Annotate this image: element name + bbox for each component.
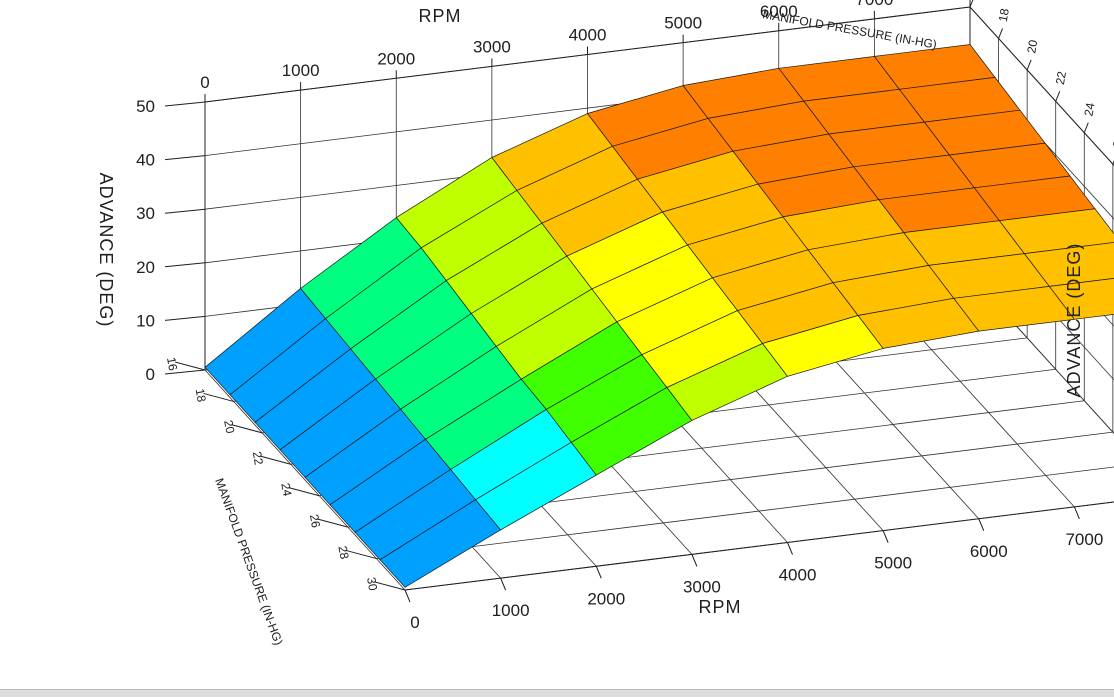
left-mp-tick (174, 361, 206, 371)
left-mp-tick (260, 455, 291, 465)
top-rpm-tick-label: 5000 (664, 14, 702, 33)
left-z-tick (164, 101, 206, 107)
top-mp-tick-label: 20 (1024, 38, 1040, 54)
bottom-rpm-tick-label: 7000 (1065, 530, 1103, 549)
left-mp-tick (203, 392, 234, 402)
top-mp-tick-label: 24 (1081, 101, 1097, 117)
top-rpm-tick-label: 2000 (377, 49, 415, 68)
left-mp-tick-label: 18 (193, 388, 209, 404)
bottom-rpm-tick-label: 6000 (970, 542, 1008, 561)
top-rpm-tick-label: 6000 (760, 2, 798, 21)
left-mp-tick (232, 424, 263, 434)
top-mp-tick-label: 18 (996, 7, 1012, 23)
bottom-rpm-tick (882, 530, 889, 543)
bottom-rpm-tick (595, 566, 602, 579)
surface-cell (1048, 278, 1114, 320)
left-z-tick (164, 369, 206, 375)
left-z-tick (164, 315, 206, 321)
top-rpm-axis-title: RPM (419, 6, 462, 26)
bottom-rpm-axis-title: RPM (699, 597, 742, 617)
left-z-tick-label: 40 (136, 151, 155, 170)
box-edge-top-right (969, 6, 1114, 167)
left-mp-tick-label: 16 (164, 356, 180, 372)
bottom-rpm-tick (404, 589, 411, 603)
bottom-rpm-tick-label: 3000 (683, 577, 721, 596)
bottom-rule (0, 689, 1114, 697)
top-rpm-tick-label: 3000 (473, 37, 511, 56)
top-rpm-tick-label: 1000 (282, 61, 320, 80)
top-mp-tick (969, 0, 974, 8)
left-mp-tick-label: 26 (307, 513, 323, 529)
left-mp-tick-label: 24 (278, 482, 294, 498)
floor-grid-mp-line (376, 466, 1114, 559)
top-rpm-tick-label: 7000 (855, 0, 893, 9)
top-mp-tick-label: 26 (1110, 133, 1114, 149)
left-mp-tick-label: 28 (335, 545, 351, 561)
bottom-rpm-tick (691, 554, 698, 567)
bottom-rpm-tick-label: 4000 (779, 566, 817, 585)
right-advance-axis-title: ADVANCE (DEG) (1064, 243, 1084, 398)
left-mp-tick-label: 30 (364, 576, 380, 592)
left-z-tick-label: 20 (136, 258, 155, 277)
floor-grid-rpm-line (204, 369, 406, 591)
bottom-rpm-tick-label: 2000 (587, 589, 625, 608)
top-mp-tick (1055, 91, 1061, 102)
left-mp-tick-label: 22 (250, 450, 266, 466)
left-z-tick (164, 155, 206, 161)
bottom-rpm-tick (787, 542, 793, 555)
left-mp-tick-label: 20 (221, 419, 237, 435)
left-z-tick-label: 0 (146, 365, 155, 384)
left-advance-axis-title: ADVANCE (DEG) (96, 173, 116, 328)
surface-cell (1023, 242, 1114, 287)
bottom-rpm-tick (978, 518, 985, 531)
left-z-tick (164, 208, 206, 214)
top-mp-tick (998, 28, 1004, 39)
surface-cell (998, 208, 1114, 254)
top-mp-tick (1083, 122, 1089, 133)
left-mp-tick (374, 581, 406, 591)
left-mp-tick (317, 518, 348, 528)
left-z-tick-label: 50 (136, 97, 155, 116)
top-rpm-tick-label: 0 (200, 73, 209, 92)
left-z-tick-label: 30 (136, 204, 155, 223)
left-z-tick (164, 262, 206, 268)
top-rpm-tick-label: 4000 (569, 26, 607, 45)
left-mp-tick (289, 487, 320, 497)
top-mp-tick (1026, 59, 1032, 71)
bottom-rpm-tick-label: 0 (410, 613, 419, 632)
bottom-rpm-tick-label: 1000 (492, 601, 530, 620)
bottom-rpm-tick-label: 5000 (874, 554, 912, 573)
bottom-rpm-tick (1073, 506, 1080, 520)
bottom-rpm-tick (500, 577, 507, 591)
left-mp-tick (346, 550, 377, 560)
left-mp-axis-title: MANIFOLD PRESSURE (IN-HG) (212, 476, 286, 647)
left-z-tick-label: 10 (136, 311, 155, 330)
top-mp-tick-label: 22 (1053, 70, 1069, 86)
